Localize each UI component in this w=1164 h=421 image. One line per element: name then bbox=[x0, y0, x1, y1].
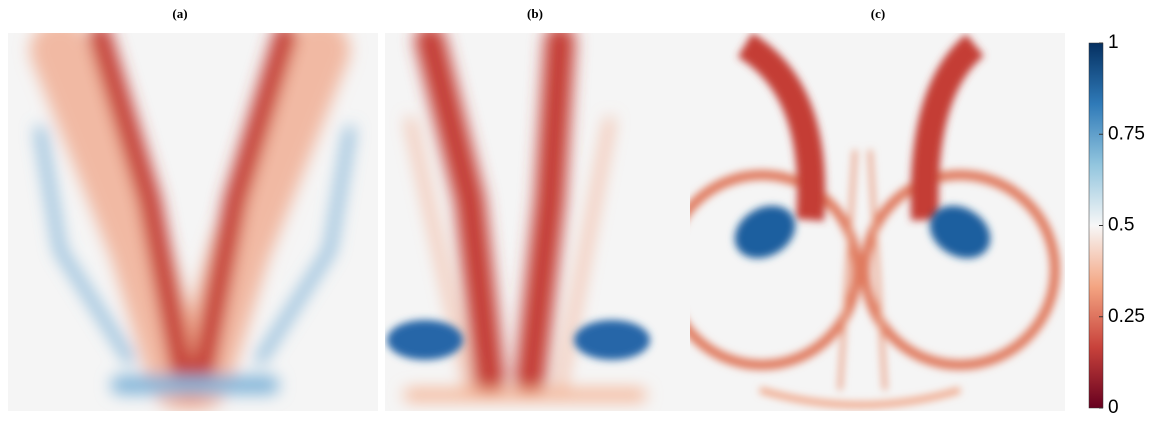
colorbar-tick-label: 1 bbox=[1108, 32, 1119, 53]
colorbar-tick-label: 0 bbox=[1108, 397, 1119, 418]
colorbar-tick-label: 0.75 bbox=[1108, 123, 1145, 144]
colorbar-tick-label: 0.5 bbox=[1108, 215, 1134, 236]
panel-label: (c) bbox=[871, 6, 885, 21]
heatmap-b bbox=[385, 33, 690, 411]
heatmap-a bbox=[8, 33, 378, 411]
heatmap-c bbox=[690, 33, 1065, 411]
panel-label: (b) bbox=[527, 6, 543, 21]
colorbar-tick-label: 0.25 bbox=[1108, 306, 1145, 327]
panel-label: (a) bbox=[172, 6, 187, 21]
